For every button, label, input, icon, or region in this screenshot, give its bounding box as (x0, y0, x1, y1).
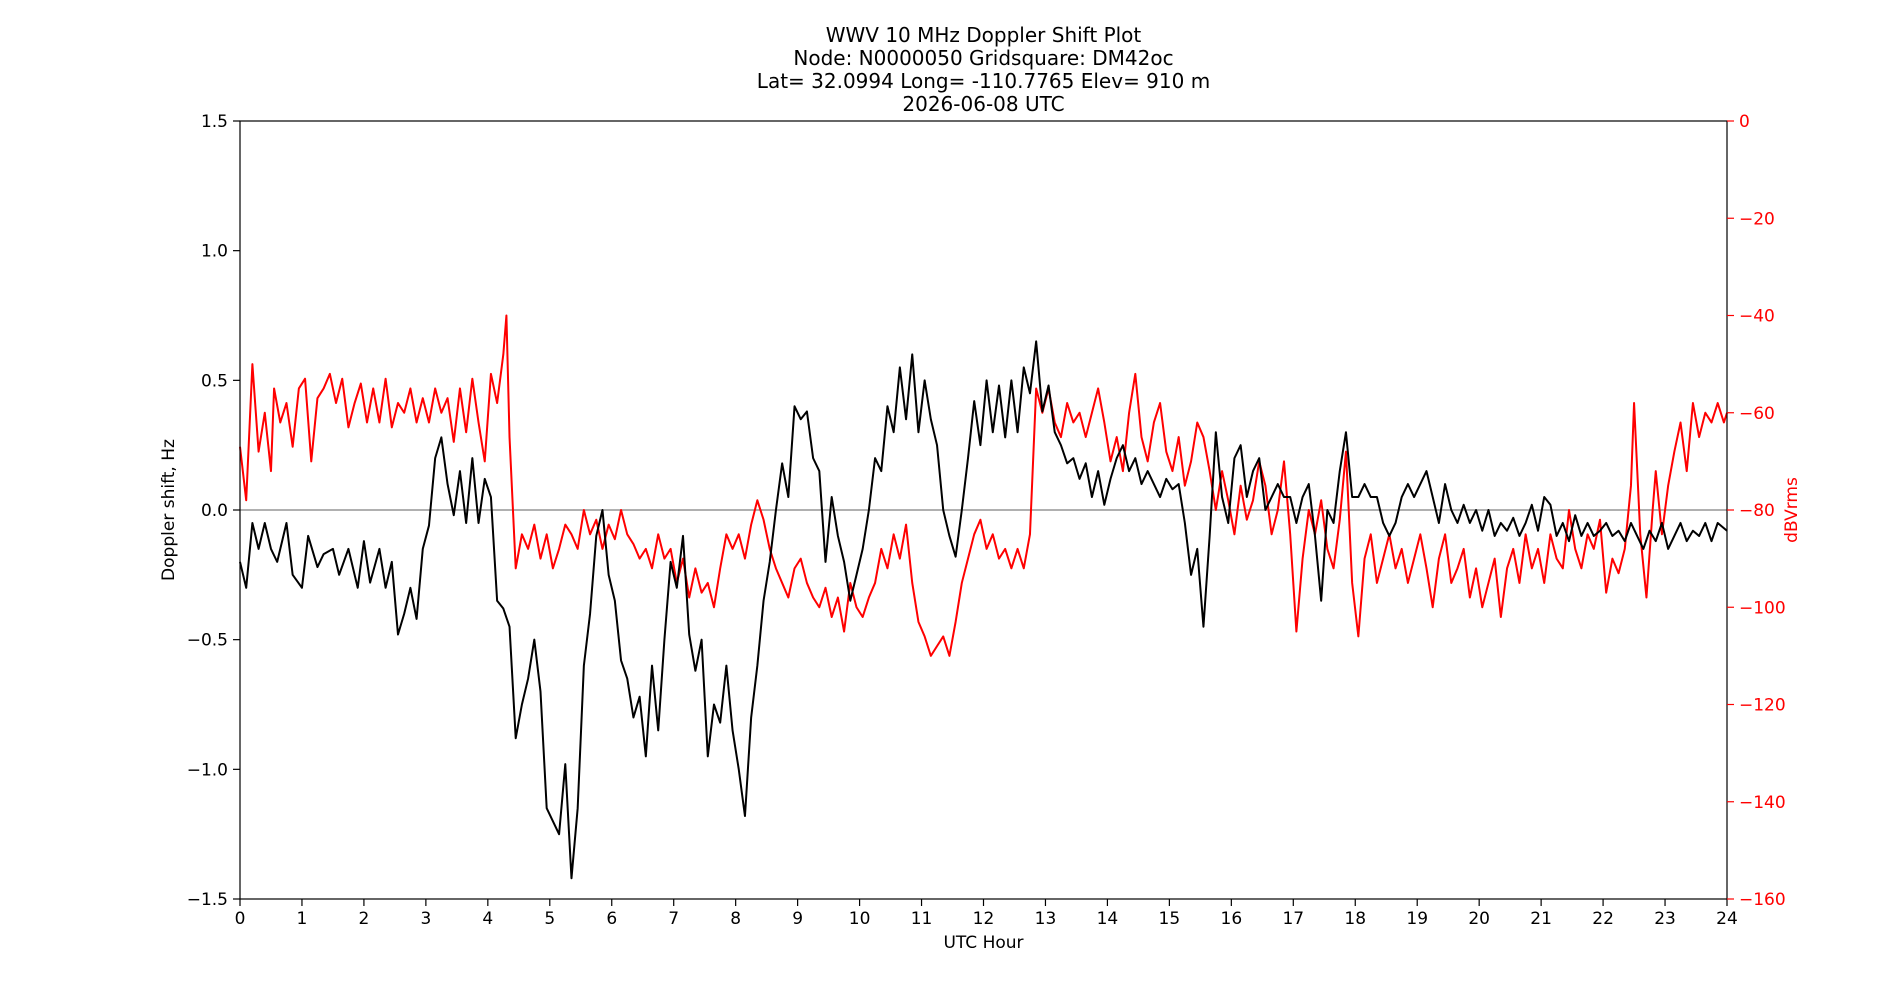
x-tick-label: 1 (297, 909, 308, 929)
x-tick-label: 17 (1282, 909, 1304, 929)
x-tick-label: 8 (730, 909, 741, 929)
y2-tick-label: −60 (1739, 404, 1775, 424)
y-tick-label: −1.5 (187, 890, 228, 910)
x-tick-label: 20 (1468, 909, 1490, 929)
x-tick-label: 10 (849, 909, 871, 929)
power-series-line (239, 314, 1728, 657)
x-tick-label: 19 (1406, 909, 1428, 929)
x-tick-label: 11 (911, 909, 933, 929)
y2-tick-label: −100 (1739, 598, 1786, 618)
title-line-2: Lat= 32.0994 Long= -110.7765 Elev= 910 m (757, 69, 1210, 93)
x-tick-label: 14 (1097, 909, 1119, 929)
x-tick-label: 16 (1221, 909, 1243, 929)
y2-tick-label: −140 (1739, 793, 1786, 813)
x-tick-label: 9 (792, 909, 803, 929)
y-tick-label: 1.5 (201, 112, 228, 132)
y-axis-ticks: 1.5 1.0 0.5 0.0 −0.5 −1.0 −1.5 (187, 112, 240, 910)
y2-tick-label: −80 (1739, 501, 1775, 521)
series-group (239, 314, 1728, 880)
title-line-1: Node: N0000050 Gridsquare: DM42oc (793, 46, 1173, 70)
x-tick-label: 24 (1716, 909, 1738, 929)
x-tick-label: 3 (420, 909, 431, 929)
y2-tick-label: −120 (1739, 696, 1786, 716)
y2-tick-label: −40 (1739, 307, 1775, 327)
x-tick-label: 2 (359, 909, 370, 929)
title-line-3: 2026-06-08 UTC (902, 92, 1064, 116)
x-tick-label: 12 (973, 909, 995, 929)
x-tick-label: 7 (668, 909, 679, 929)
x-tick-label: 6 (606, 909, 617, 929)
x-axis-label: UTC Hour (943, 933, 1023, 953)
x-tick-label: 18 (1344, 909, 1366, 929)
x-tick-label: 15 (1159, 909, 1181, 929)
x-tick-label: 21 (1530, 909, 1552, 929)
doppler-series-line (239, 340, 1728, 880)
y2-axis-ticks: 0 −20 −40 −60 −80 −100 −120 −140 −160 (1727, 112, 1786, 910)
x-axis-ticks: 0 1 2 3 4 5 6 7 8 9 10 11 12 13 14 15 16 17 18 19 20 21 22 23 24 (235, 899, 1738, 929)
x-tick-label: 0 (235, 909, 246, 929)
x-tick-label: 23 (1654, 909, 1676, 929)
y-tick-label: −1.0 (187, 760, 228, 780)
y-axis-label: Doppler shift, Hz (159, 439, 179, 581)
y2-tick-label: −20 (1739, 209, 1775, 229)
y-tick-label: −0.5 (187, 631, 228, 651)
y-tick-label: 1.0 (201, 242, 228, 262)
y2-axis-label: dBVrms (1782, 477, 1802, 543)
y-tick-label: 0.5 (201, 371, 228, 391)
y-tick-label: 0.0 (201, 501, 228, 521)
x-tick-label: 22 (1592, 909, 1614, 929)
y2-tick-label: 0 (1739, 112, 1750, 132)
x-tick-label: 13 (1035, 909, 1057, 929)
y2-tick-label: −160 (1739, 890, 1786, 910)
x-tick-label: 5 (544, 909, 555, 929)
x-tick-label: 4 (482, 909, 493, 929)
title-line-0: WWV 10 MHz Doppler Shift Plot (826, 23, 1142, 47)
